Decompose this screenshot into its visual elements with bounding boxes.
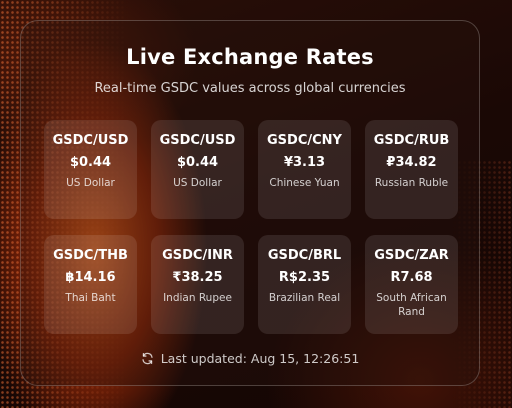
- currency-name: Brazilian Real: [268, 292, 341, 304]
- currency-pair: GSDC/USD: [159, 133, 236, 148]
- rate-card-brl: GSDC/BRL R$2.35 Brazilian Real: [258, 235, 351, 334]
- last-updated: Last updated: Aug 15, 12:26:51: [21, 351, 479, 366]
- currency-name: US Dollar: [173, 177, 222, 189]
- dotted-background-right: [452, 160, 512, 408]
- rate-card-cny: GSDC/CNY ¥3.13 Chinese Yuan: [258, 120, 351, 219]
- currency-name: South African Rand: [376, 292, 447, 318]
- page-title: Live Exchange Rates: [126, 45, 374, 69]
- currency-name: Thai Baht: [65, 292, 116, 304]
- rates-grid: GSDC/USD $0.44 US Dollar GSDC/USD $0.44 …: [44, 120, 458, 334]
- currency-name: US Dollar: [66, 177, 115, 189]
- rate-value: R$2.35: [278, 270, 331, 285]
- currency-pair: GSDC/USD: [52, 133, 129, 148]
- last-updated-text: Last updated: Aug 15, 12:26:51: [160, 351, 360, 366]
- currency-pair: GSDC/ZAR: [374, 248, 449, 263]
- rate-value: R7.68: [390, 270, 433, 285]
- exchange-rates-panel: Live Exchange Rates Real-time GSDC value…: [20, 20, 480, 386]
- currency-pair: GSDC/RUB: [373, 133, 450, 148]
- rate-card-usd: GSDC/USD $0.44 US Dollar: [151, 120, 244, 219]
- rate-value: $0.44: [69, 155, 112, 170]
- dotted-background-left: [0, 0, 130, 408]
- rate-value: $0.44: [176, 155, 219, 170]
- currency-name: Indian Rupee: [163, 292, 232, 304]
- rate-card-inr: GSDC/INR ₹38.25 Indian Rupee: [151, 235, 244, 334]
- currency-pair: GSDC/THB: [53, 248, 128, 263]
- rate-card-rub: GSDC/RUB ₽34.82 Russian Ruble: [365, 120, 458, 219]
- rate-card-thb: GSDC/THB ฿14.16 Thai Baht: [44, 235, 137, 334]
- currency-pair: GSDC/CNY: [267, 133, 342, 148]
- currency-pair: GSDC/INR: [162, 248, 233, 263]
- rate-value: ฿14.16: [65, 270, 116, 285]
- rate-value: ₹38.25: [172, 270, 223, 285]
- rate-card-usd: GSDC/USD $0.44 US Dollar: [44, 120, 137, 219]
- currency-pair: GSDC/BRL: [267, 248, 342, 263]
- rate-value: ¥3.13: [283, 155, 326, 170]
- page-subtitle: Real-time GSDC values across global curr…: [94, 81, 406, 96]
- refresh-icon[interactable]: [141, 352, 154, 365]
- currency-name: Russian Ruble: [374, 177, 449, 189]
- rate-value: ₽34.82: [386, 155, 437, 170]
- currency-name: Chinese Yuan: [269, 177, 340, 189]
- rate-card-zar: GSDC/ZAR R7.68 South African Rand: [365, 235, 458, 334]
